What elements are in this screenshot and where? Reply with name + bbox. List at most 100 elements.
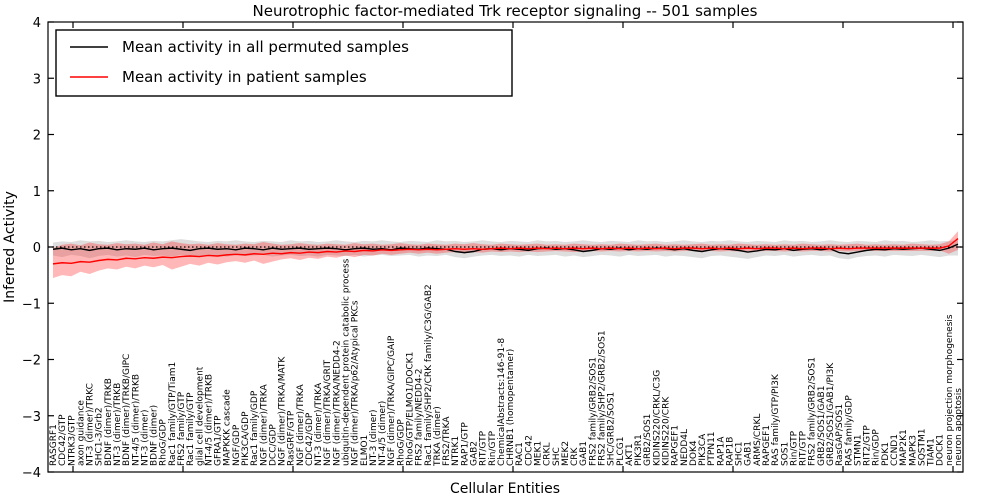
legend-label-permuted: Mean activity in all permuted samples	[122, 38, 409, 56]
x-category-label: NT-3 (dimer)	[369, 410, 379, 466]
y-tick-label: 1	[33, 185, 41, 200]
x-category-label: PTPN11	[707, 431, 717, 466]
x-category-label: RAP1B	[725, 437, 735, 466]
x-category-label: NGF (dimer)/TRKA	[296, 383, 306, 466]
x-category-label: MAP2K1	[899, 429, 909, 466]
x-category-label: RhoG/GTP/ELMO1/DOCK1	[406, 352, 416, 466]
y-tick-label: −4	[22, 466, 41, 481]
x-category-label: MAPKKK cascade	[223, 389, 233, 466]
x-category-label: KIDINS220/CRK	[661, 396, 671, 466]
x-category-label: RhoG/GDP	[396, 419, 406, 466]
x-category-label: CDC42/GTP	[58, 414, 68, 466]
x-category-label: GAB2	[470, 441, 480, 466]
x-category-label: CRKL	[543, 443, 553, 466]
x-category-label: GRB2/SOS1/GAB1/PI3K	[826, 362, 836, 466]
x-category-label: BDNF (dimer)/TRKB/GIPC	[122, 354, 132, 466]
x-category-label: GRB2/SOS1	[643, 414, 653, 466]
y-tick-label: −1	[22, 297, 41, 312]
x-category-label: PLCG1	[616, 437, 626, 466]
y-tick-label: 3	[33, 72, 41, 87]
x-category-label: RhoG/GDP	[159, 419, 169, 466]
y-tick-labels: 4 3 2 1 0 −1 −2 −3 −4	[22, 16, 41, 481]
x-category-label: PIK3CA/GDP	[241, 411, 251, 466]
x-category-label: RAPGEF1	[762, 425, 772, 466]
x-category-label: NEDD4L	[680, 429, 690, 466]
chart-title: Neurotrophic factor-mediated Trk recepto…	[253, 2, 758, 20]
x-axis-label: Cellular Entities	[450, 481, 560, 497]
x-category-label: SHC/GRB2/SOS1	[607, 392, 617, 466]
x-category-label: BDNF (dimer)	[150, 405, 160, 466]
x-category-label: ChemicalAbstracts:146-91-8	[497, 338, 507, 466]
legend-item-permuted: Mean activity in all permuted samples	[70, 38, 409, 56]
x-category-label: GFRA1/GTP	[214, 415, 224, 466]
x-category-label: NGF (dimer)/TRKA/p62/Atypical PKCs	[351, 300, 361, 466]
x-category-label: CCND1	[890, 434, 900, 466]
x-category-label: NGF (dimer)/TRKA/GIPC/GAIP	[387, 335, 397, 466]
x-category-label: NT-3 (dimer)/TRKB	[113, 383, 123, 466]
x-category-label: ELMO1	[360, 435, 370, 466]
x-category-label: NT-4/5 (dimer)	[378, 401, 388, 466]
x-category-label: PIK3R1	[634, 434, 644, 466]
x-category-label: axon guidance	[76, 400, 86, 466]
x-category-label: RIT/GTP	[479, 430, 489, 466]
y-tick-label: 2	[33, 129, 41, 144]
x-category-label: NTRK1	[451, 436, 461, 466]
x-category-label: FRS2/TRKA	[442, 416, 452, 466]
x-category-label: SHC1-3/Grb2	[95, 407, 105, 466]
x-category-label: MEK2	[561, 441, 571, 466]
x-category-label: FRS2 family/SHP2/GRB2/SOS1	[597, 330, 607, 466]
axis-ticks	[48, 21, 963, 473]
x-category-label: RAP1A	[716, 436, 726, 466]
x-category-label: Rac1 family/SHP2/CRK family/C3G/GAB2	[424, 284, 434, 466]
legend-item-patient: Mean activity in patient samples	[70, 68, 367, 86]
x-category-label: Rac1 family/GTP	[186, 392, 196, 466]
x-category-label: NT-4/5 (dimer)/TRKB	[131, 374, 141, 466]
x-category-label: Rin/GTP	[789, 430, 799, 466]
x-category-label: RAS family/GDP	[844, 395, 854, 466]
x-category-label: DOCK1	[936, 434, 946, 466]
x-category-label: SQSTM1	[917, 429, 927, 467]
y-tick-label: −2	[22, 354, 41, 369]
x-category-label: PIK3CA	[698, 433, 708, 466]
x-category-label: NGF (dimer)/TRKA	[259, 383, 269, 466]
x-category-label: GRB2/SOS1/GAB1	[817, 386, 827, 466]
x-category-label: SOS1	[780, 442, 790, 466]
x-category-label: DCC/GDP	[268, 424, 278, 466]
x-category-label: NGF (dimer)/TRKA/NEDD4-2	[332, 340, 342, 466]
x-category-label: DOK4	[689, 440, 699, 466]
x-category-label: RAPGEF1	[671, 425, 681, 466]
x-category-label: GAB1	[744, 441, 754, 466]
legend: Mean activity in all permuted samples Me…	[55, 29, 513, 97]
x-category-label: glial cell development	[195, 366, 205, 466]
x-category-label: FRS2 family/GRB2/SOS1	[808, 357, 818, 466]
x-category-label: NTRK3/GTP	[67, 415, 77, 466]
x-category-label: MAPK3	[908, 435, 918, 466]
x-category-label: RAS family/GTP/PI3K	[771, 373, 781, 466]
x-category-label: ubiquitin-dependent protein catabolic pr…	[342, 258, 352, 466]
x-category-label: TIAM1	[927, 438, 937, 467]
x-category-label: SHC	[552, 447, 562, 466]
x-category-label: NT-3 (dimer)/TRKA	[314, 382, 324, 466]
x-category-label: STMN1	[853, 435, 863, 466]
x-category-label: RasGAP/SOS1	[835, 404, 845, 466]
x-category-label: KIDINS220/CRKL/C3G	[652, 370, 662, 466]
x-category-label: RIT2/GTP	[863, 425, 873, 466]
x-category-labels: RASGRF1 CDC42/GTP NTRK3/GTP axon guidance NT…	[49, 258, 964, 467]
y-tick-label: 4	[33, 16, 41, 31]
x-category-label: Rin/GDP	[872, 429, 882, 466]
activity-bands	[53, 231, 958, 278]
x-category-label: NGF/GDP	[232, 424, 242, 466]
x-category-label: FRS2 family/GTP	[177, 391, 187, 466]
x-category-label: RASGRF1	[49, 424, 59, 466]
x-category-label: CDC42	[524, 435, 534, 466]
x-category-label: SHC1	[735, 442, 745, 467]
x-category-label: BDNF (dimer)/TRKB	[104, 378, 114, 466]
x-category-label: NGF (dimer)/TRKA/GRIT	[323, 359, 333, 466]
x-category-label: PDK1	[881, 442, 891, 466]
x-category-label: RasGRF/GTP	[287, 410, 297, 466]
x-category-label: RAC1	[515, 442, 525, 466]
x-category-label: CDC42/GDP	[305, 412, 315, 466]
x-category-label: NT-3 (dimer)/TRKC	[86, 383, 96, 466]
